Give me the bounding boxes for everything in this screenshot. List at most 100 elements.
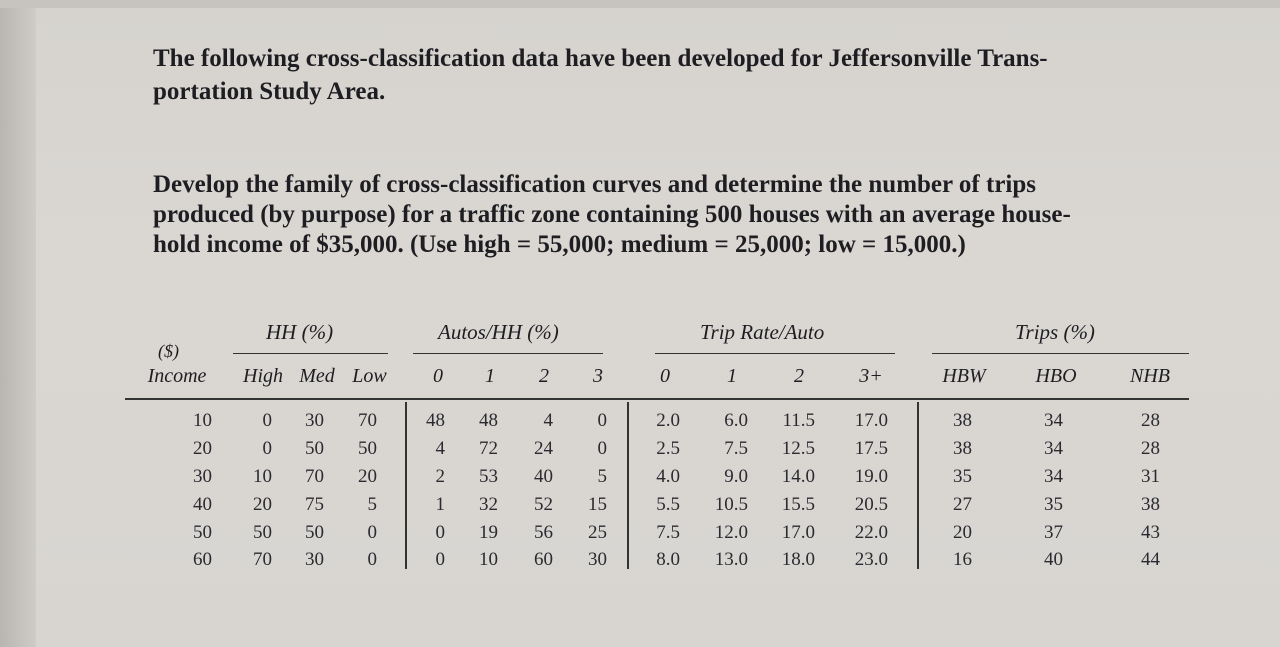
table-cell: 5 [597, 466, 608, 487]
table-cell: 7.5 [656, 522, 680, 543]
column-header: Med [299, 365, 335, 387]
intro-paragraph: The following cross-classification data … [153, 42, 1213, 108]
table-cell: 70 [358, 410, 377, 431]
table-cell: 30 [305, 549, 324, 570]
table-cell: 19 [479, 522, 498, 543]
table-cell: 0 [262, 410, 273, 431]
table-cell: 0 [367, 522, 378, 543]
table-cell: 40 [534, 466, 553, 487]
table-cell: 31 [1141, 466, 1160, 487]
table-cell: 34 [1044, 410, 1063, 431]
table-cell: 1 [435, 494, 446, 515]
column-header: 0 [433, 365, 443, 387]
header-rule [125, 398, 1189, 400]
table-cell: 0 [435, 549, 446, 570]
table-cell: 18.0 [781, 549, 815, 570]
table-cell: 11.5 [782, 410, 815, 431]
table-cell: 15 [588, 494, 607, 515]
table-cell: 75 [305, 494, 324, 515]
column-header: Income [147, 365, 207, 387]
table-cell: 10 [193, 410, 212, 431]
table-cell: 10 [479, 549, 498, 570]
table-cell: 19.0 [854, 466, 888, 487]
table-cell: 4 [543, 410, 554, 431]
table-cell: 38 [1141, 494, 1160, 515]
trip-rate-underline [655, 353, 895, 354]
column-header: 0 [660, 365, 670, 387]
table-cell: 43 [1141, 522, 1160, 543]
table-cell: 38 [953, 438, 972, 459]
table-cell: 7.5 [724, 438, 748, 459]
autos-underline [413, 353, 603, 354]
table-cell: 50 [358, 438, 377, 459]
table-cell: 5 [367, 494, 378, 515]
table-cell: 34 [1044, 438, 1063, 459]
table-cell: 0 [435, 522, 446, 543]
table-cell: 60 [193, 549, 212, 570]
group-header-hh: HH (%) [266, 320, 334, 344]
income-unit-label: ($) [158, 341, 179, 361]
table-cell: 4 [435, 438, 446, 459]
table-cell: 15.5 [781, 494, 815, 515]
column-header: Low [352, 365, 387, 387]
column-header: 1 [485, 365, 495, 387]
table-cell: 0 [367, 549, 378, 570]
task-paragraph: Develop the family of cross-classificati… [153, 170, 1213, 260]
intro-line-1: The following cross-classification data … [153, 45, 1048, 72]
table-cell: 53 [479, 466, 498, 487]
intro-line-2: portation Study Area. [153, 78, 386, 105]
table-cell: 38 [953, 410, 972, 431]
table-cell: 60 [534, 549, 553, 570]
table-cell: 0 [597, 410, 608, 431]
table-cell: 14.0 [781, 466, 815, 487]
table-cell: 48 [426, 410, 445, 431]
table-cell: 2 [435, 466, 446, 487]
table-cell: 35 [953, 466, 972, 487]
table-cell: 12.5 [781, 438, 815, 459]
table-cell: 4.0 [656, 466, 680, 487]
table-cell: 10.5 [714, 494, 748, 515]
table-cell: 40 [1044, 549, 1063, 570]
column-header: HBW [942, 365, 986, 387]
table-cell: 10 [253, 466, 272, 487]
table-cell: 30 [193, 466, 212, 487]
task-line-3: hold income of $35,000. (Use high = 55,0… [153, 231, 966, 258]
table-cell: 34 [1044, 466, 1063, 487]
table-cell: 50 [305, 438, 324, 459]
table-cell: 40 [193, 494, 212, 515]
column-header: High [243, 365, 283, 387]
table-cell: 20 [953, 522, 972, 543]
table-cell: 48 [479, 410, 498, 431]
table-cell: 2.0 [656, 410, 680, 431]
table-cell: 35 [1044, 494, 1063, 515]
column-header: 3+ [859, 365, 883, 387]
column-header: 2 [794, 365, 804, 387]
table-cell: 70 [253, 549, 272, 570]
table-cell: 44 [1141, 549, 1160, 570]
table-cell: 13.0 [714, 549, 748, 570]
task-line-2: produced (by purpose) for a traffic zone… [153, 201, 1071, 228]
column-header: HBO [1035, 365, 1077, 387]
table-cell: 30 [305, 410, 324, 431]
table-cell: 70 [305, 466, 324, 487]
divider-autos-rate [627, 402, 629, 569]
table-cell: 12.0 [714, 522, 748, 543]
table-cell: 2.5 [656, 438, 680, 459]
table-cell: 6.0 [724, 410, 748, 431]
table-cell: 50 [253, 522, 272, 543]
table-cell: 28 [1141, 410, 1160, 431]
table-cell: 9.0 [724, 466, 748, 487]
table-cell: 30 [588, 549, 607, 570]
column-header: 1 [727, 365, 737, 387]
screen-bezel [0, 0, 36, 647]
table-cell: 52 [534, 494, 553, 515]
table-cell: 24 [534, 438, 553, 459]
table-cell: 17.0 [854, 410, 888, 431]
table-cell: 27 [953, 494, 972, 515]
hh-underline [233, 353, 388, 354]
table-cell: 25 [588, 522, 607, 543]
table-cell: 50 [193, 522, 212, 543]
table-cell: 20 [193, 438, 212, 459]
column-header: NHB [1130, 365, 1170, 387]
